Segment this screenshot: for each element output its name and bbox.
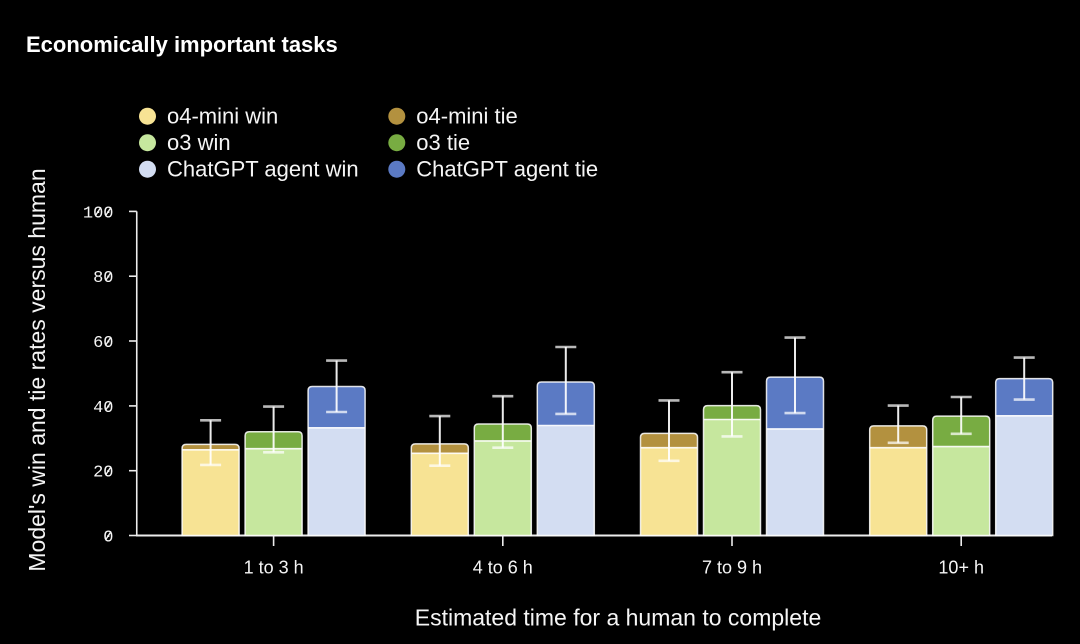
svg-text:80: 80 [93,269,113,288]
svg-text:40: 40 [93,399,113,418]
svg-text:Model's win and tie rates vers: Model's win and tie rates versus human [24,168,50,571]
svg-text:ChatGPT agent tie: ChatGPT agent tie [416,157,598,182]
svg-text:4 to 6 h: 4 to 6 h [473,558,533,578]
svg-text:7 to 9 h: 7 to 9 h [702,558,762,578]
svg-text:o4-mini win: o4-mini win [167,104,278,129]
svg-text:0: 0 [103,529,113,548]
svg-text:60: 60 [93,334,113,353]
svg-text:Economically important tasks: Economically important tasks [26,32,338,57]
svg-text:20: 20 [93,464,113,483]
svg-text:o3 win: o3 win [167,130,231,155]
svg-text:Estimated time for a human to: Estimated time for a human to complete [415,604,822,630]
svg-text:1 to 3 h: 1 to 3 h [244,558,304,578]
svg-text:10+ h: 10+ h [938,558,984,578]
svg-text:100: 100 [83,204,114,223]
svg-text:ChatGPT agent win: ChatGPT agent win [167,157,359,182]
svg-text:o3 tie: o3 tie [416,130,470,155]
svg-text:o4-mini tie: o4-mini tie [416,104,517,129]
